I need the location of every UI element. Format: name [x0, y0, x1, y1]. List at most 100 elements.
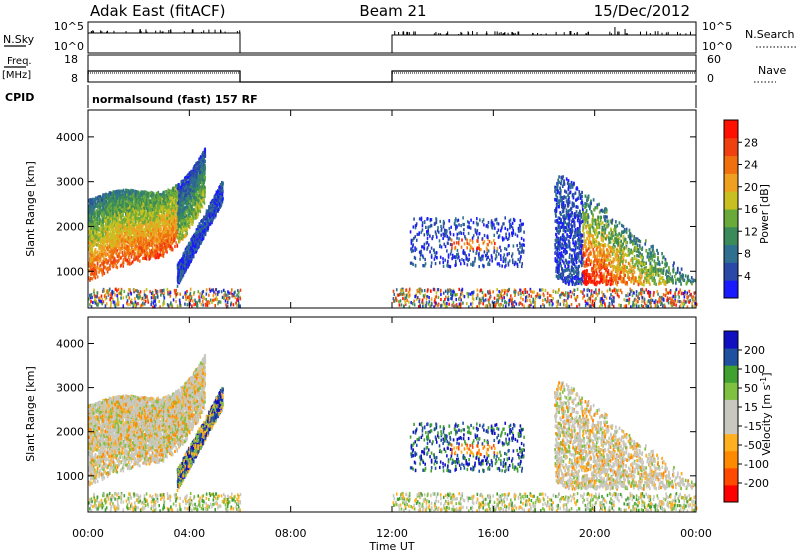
power-cell	[549, 299, 551, 303]
power-cell	[88, 234, 91, 238]
power-cell	[630, 305, 632, 309]
power-cell	[691, 298, 694, 302]
power-cell	[212, 288, 215, 292]
power-cell	[612, 304, 615, 308]
power-cell	[126, 237, 128, 241]
power-cell	[471, 291, 473, 295]
power-cell	[441, 303, 443, 307]
power-cell	[106, 290, 109, 295]
power-cell	[184, 291, 187, 295]
power-cell	[590, 294, 592, 298]
power-cell	[417, 304, 420, 309]
power-cell	[98, 239, 101, 243]
power-cell	[185, 222, 187, 226]
power-cell	[226, 304, 229, 308]
nsky-panel: N.Sky 10^5 10^0 10^5 10^0 N.Search	[3, 20, 797, 54]
power-cell	[596, 293, 599, 297]
power-cell	[493, 301, 496, 305]
power-cell	[100, 299, 103, 304]
power-cell	[213, 290, 215, 294]
power-cell	[237, 302, 240, 306]
power-cell	[666, 296, 669, 300]
power-cell	[591, 299, 594, 303]
power-cell	[174, 291, 177, 295]
power-cell	[121, 250, 124, 255]
power-cell	[180, 207, 183, 211]
power-cell	[231, 294, 234, 298]
power-cell	[120, 291, 122, 295]
power-cell	[590, 304, 592, 308]
power-cell	[501, 297, 503, 301]
power-cell	[144, 250, 147, 254]
power-cell	[123, 289, 126, 294]
power-cell	[94, 238, 96, 243]
power-cell	[571, 291, 574, 295]
power-cell	[119, 198, 121, 203]
power-cell	[530, 303, 532, 307]
power-cell	[481, 290, 484, 295]
power-cell	[162, 288, 165, 293]
power-cell	[117, 244, 119, 248]
power-cell	[93, 294, 96, 298]
power-cell	[504, 299, 506, 304]
power-cell	[114, 257, 116, 261]
power-cell	[115, 302, 118, 306]
power-cell	[454, 304, 457, 308]
power-cell	[163, 291, 165, 296]
freq-trace	[87, 70, 696, 83]
power-cell	[595, 291, 597, 295]
power-cell	[537, 295, 540, 299]
power-cell	[469, 292, 472, 296]
power-cell	[511, 304, 513, 308]
power-cell	[184, 295, 187, 299]
power-cell	[476, 288, 479, 292]
power-cell	[163, 299, 165, 303]
power-cell	[663, 303, 666, 307]
power-cell	[545, 299, 548, 303]
power-cell	[395, 298, 398, 303]
power-cell	[143, 289, 146, 294]
nsky-label: N.Sky	[3, 33, 35, 46]
power-cell	[168, 304, 171, 308]
power-cell	[236, 293, 238, 297]
power-cell	[585, 301, 588, 305]
power-cell	[403, 304, 405, 308]
power-cell	[528, 303, 531, 308]
power-cell	[588, 296, 590, 300]
power-cell	[138, 292, 141, 296]
power-cell	[446, 297, 449, 301]
power-cell	[401, 292, 404, 297]
power-cell	[121, 189, 124, 193]
power-cell	[132, 302, 135, 306]
power-cell	[130, 298, 133, 302]
power-cell	[442, 291, 445, 295]
power-cell	[609, 296, 611, 300]
power-cell	[592, 303, 595, 307]
power-cell	[96, 295, 98, 299]
power-cell	[88, 297, 90, 301]
power-cell	[237, 295, 240, 299]
power-cell	[227, 290, 229, 294]
power-cell	[426, 294, 429, 299]
power-cell	[117, 300, 120, 304]
power-cell	[197, 290, 200, 294]
power-cell	[175, 288, 177, 293]
power-cell	[671, 296, 673, 300]
power-cell	[134, 297, 136, 301]
power-cell	[201, 290, 204, 294]
power-cell	[433, 300, 436, 304]
power-cell	[225, 303, 227, 307]
power-cell	[598, 288, 600, 292]
power-cell	[459, 295, 462, 299]
power-cell	[155, 248, 158, 252]
power-cell	[649, 305, 652, 309]
power-cell	[584, 303, 587, 308]
power-cell	[640, 303, 643, 308]
power-cell	[440, 297, 442, 302]
power-cell	[205, 297, 208, 302]
power-cell	[162, 223, 165, 227]
power-cell	[399, 299, 402, 303]
power-cell	[154, 299, 156, 303]
power-cell	[101, 298, 103, 302]
power-cell	[152, 295, 155, 300]
